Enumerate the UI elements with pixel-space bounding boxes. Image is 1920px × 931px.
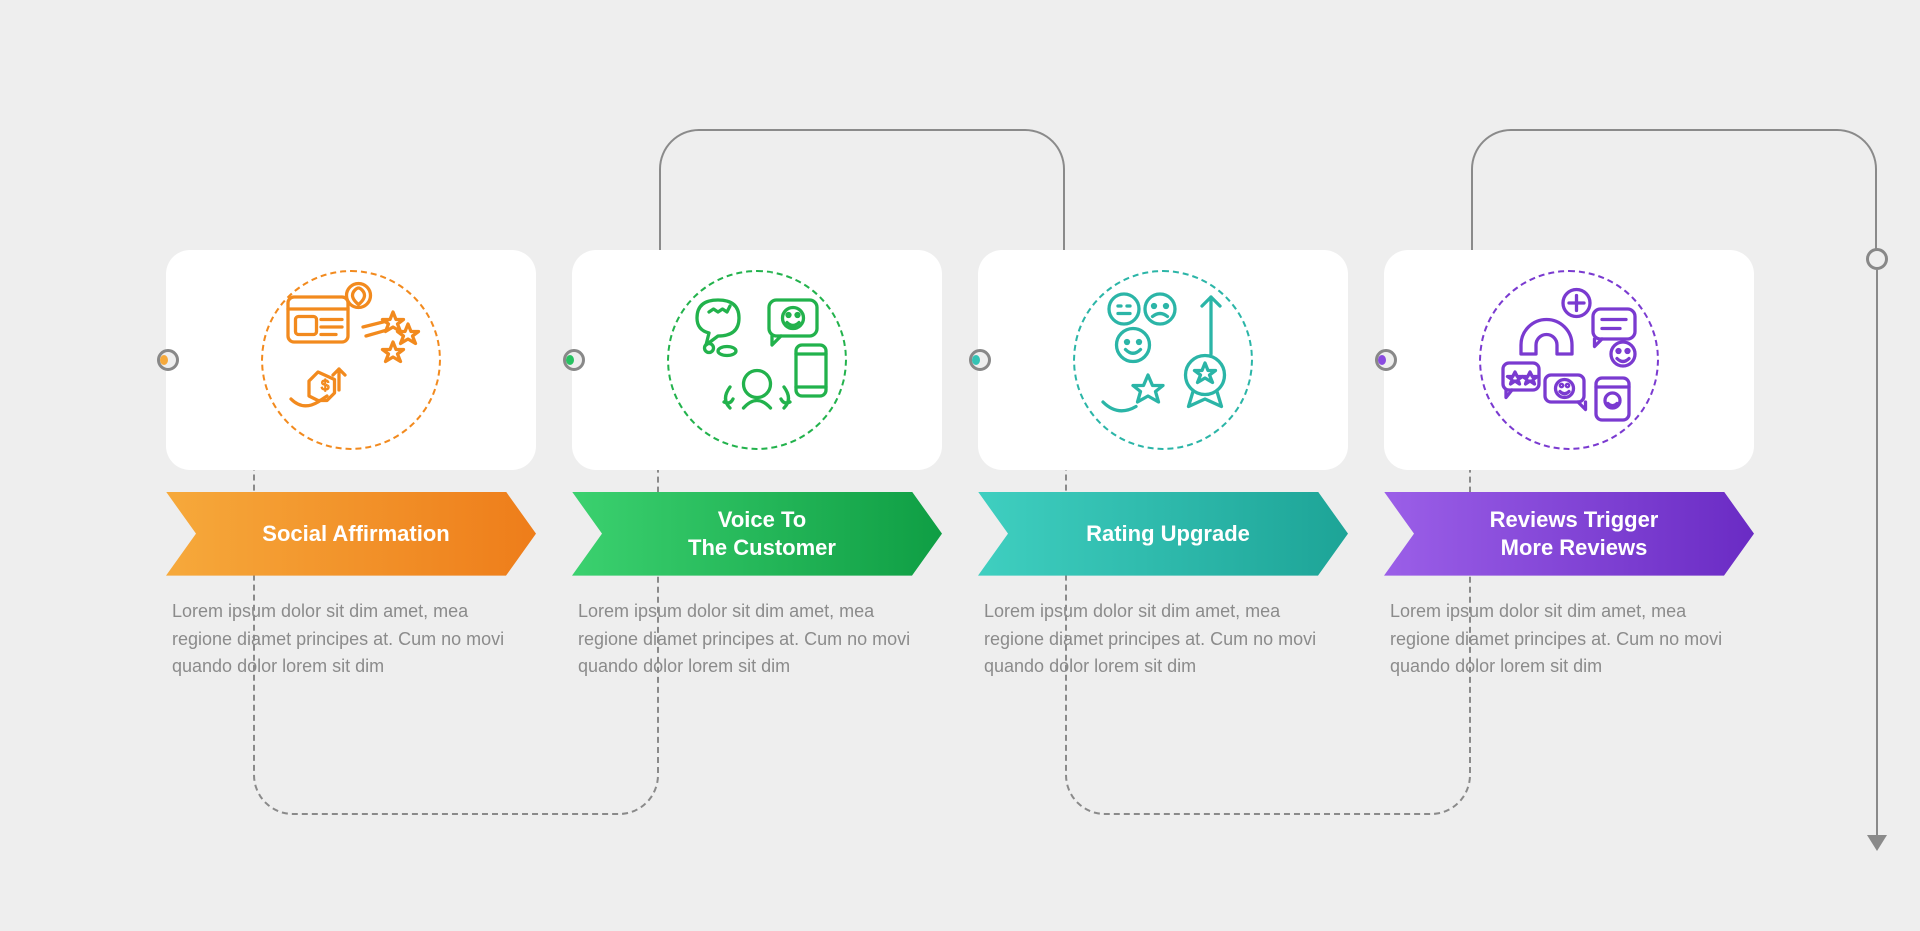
step-voice-customer: Voice ToThe Customer Lorem ipsum dolor s… <box>572 250 942 682</box>
step-description: Lorem ipsum dolor sit dim amet, mea regi… <box>1384 598 1754 682</box>
step-description: Lorem ipsum dolor sit dim amet, mea regi… <box>166 598 536 682</box>
dashed-circle <box>667 270 847 450</box>
flow-arrowhead-icon <box>1867 835 1887 851</box>
social-affirmation-icon: $ <box>276 282 426 437</box>
step-description: Lorem ipsum dolor sit dim amet, mea regi… <box>572 598 942 682</box>
dashed-circle: $ <box>261 270 441 450</box>
step-title: Voice ToThe Customer <box>688 506 836 561</box>
step-reviews-trigger: Reviews TriggerMore Reviews Lorem ipsum … <box>1384 250 1754 682</box>
dashed-circle <box>1479 270 1659 450</box>
connector-top-2 <box>1471 129 1877 259</box>
arrow-banner: Rating Upgrade <box>978 492 1348 576</box>
icon-card: $ <box>166 250 536 470</box>
arrow-banner: Social Affirmation <box>166 492 536 576</box>
node-dot <box>563 349 585 371</box>
svg-text:$: $ <box>321 377 330 394</box>
voice-customer-icon <box>682 282 832 437</box>
dashed-circle <box>1073 270 1253 450</box>
icon-card <box>1384 250 1754 470</box>
reviews-trigger-icon <box>1494 282 1644 437</box>
arrow-banner: Reviews TriggerMore Reviews <box>1384 492 1754 576</box>
step-title: Rating Upgrade <box>1086 520 1250 548</box>
flow-end-dot <box>1866 248 1888 270</box>
step-social-affirmation: $ Social Affirmation Lorem ipsum dolor s… <box>166 250 536 682</box>
step-description: Lorem ipsum dolor sit dim amet, mea regi… <box>978 598 1348 682</box>
connector-top-1 <box>659 129 1065 259</box>
step-title: Reviews TriggerMore Reviews <box>1490 506 1659 561</box>
step-rating-upgrade: Rating Upgrade Lorem ipsum dolor sit dim… <box>978 250 1348 682</box>
icon-card <box>978 250 1348 470</box>
step-title: Social Affirmation <box>262 520 449 548</box>
node-dot <box>969 349 991 371</box>
steps-row: $ Social Affirmation Lorem ipsum dolor s… <box>166 250 1754 682</box>
arrow-banner: Voice ToThe Customer <box>572 492 942 576</box>
icon-card <box>572 250 942 470</box>
rating-upgrade-icon <box>1088 282 1238 437</box>
node-dot <box>1375 349 1397 371</box>
connector-tail <box>1876 270 1878 836</box>
infographic-canvas: $ Social Affirmation Lorem ipsum dolor s… <box>0 0 1920 931</box>
node-dot <box>157 349 179 371</box>
